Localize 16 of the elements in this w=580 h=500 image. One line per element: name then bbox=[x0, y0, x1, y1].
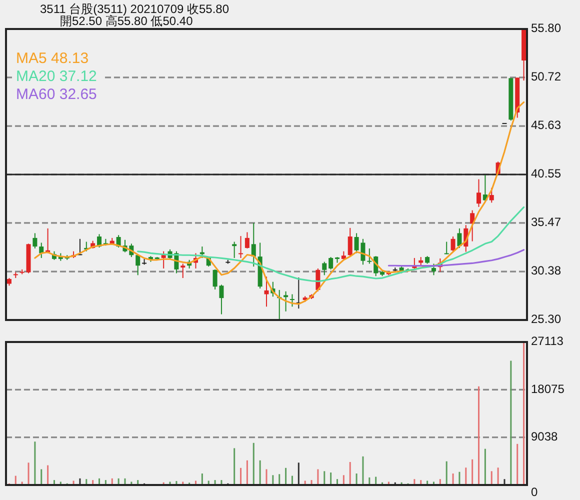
text: MA60 32.65 bbox=[16, 86, 97, 103]
y-tick-label: 30.38 bbox=[531, 264, 562, 278]
chart-subtitle: 開52.50 高55.80 低50.40 bbox=[60, 14, 194, 28]
y-tick-label: 27113 bbox=[531, 334, 564, 348]
text: MA20 37.12 bbox=[16, 68, 97, 85]
y-tick-label: 45.63 bbox=[531, 118, 562, 132]
y-tick-label: 25.30 bbox=[531, 312, 562, 326]
y-tick-label: 18075 bbox=[531, 382, 565, 396]
y-tick-label: 50.72 bbox=[531, 70, 562, 84]
y-tick-label: 9038 bbox=[531, 430, 558, 444]
chart-title: 3511 台股(3511) 20210709 收55.80 bbox=[40, 2, 230, 16]
text: MA5 48.13 bbox=[16, 50, 89, 67]
y-tick-label: 35.47 bbox=[531, 215, 562, 230]
y-tick-label: 0 bbox=[531, 485, 538, 500]
y-tick-label: 55.80 bbox=[531, 21, 562, 36]
y-tick-label: 40.55 bbox=[531, 166, 562, 181]
